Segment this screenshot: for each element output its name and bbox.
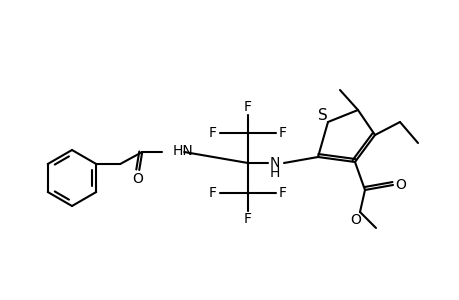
Text: F: F xyxy=(279,186,286,200)
Text: S: S xyxy=(318,109,327,124)
Text: O: O xyxy=(132,172,142,186)
Text: N: N xyxy=(269,156,280,170)
Text: H: H xyxy=(269,166,280,180)
Text: F: F xyxy=(208,186,217,200)
Text: F: F xyxy=(279,126,286,140)
Text: O: O xyxy=(350,213,361,227)
Text: F: F xyxy=(208,126,217,140)
Text: HN: HN xyxy=(172,144,193,158)
Text: F: F xyxy=(243,212,252,226)
Text: O: O xyxy=(395,178,406,192)
Text: F: F xyxy=(243,100,252,114)
